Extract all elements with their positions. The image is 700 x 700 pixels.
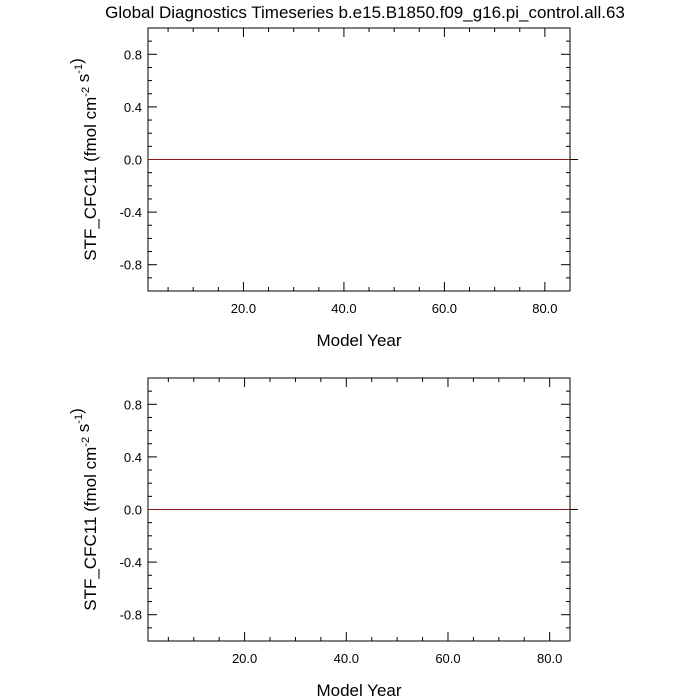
x-tick-label: 80.0	[532, 301, 557, 316]
x-axis-label: Model Year	[316, 331, 401, 350]
bottom-panel: 20.0 40.0 60.0 80.0 0.8 0.4 0.0 -0.4 -0.8 Model Y…	[67, 377, 578, 700]
top-panel: 20.0 40.0 60.0 80.0 0.8 0.4 0.0 -0.4 -0.8 Model Y…	[67, 27, 578, 350]
y-tick-label: -0.8	[120, 258, 142, 273]
y-axis-label-superscript: -1	[73, 64, 85, 74]
y-axis-label-part: s	[74, 424, 93, 437]
y-tick-label: 0.4	[124, 450, 142, 465]
y-tick-label: 0.8	[124, 397, 142, 412]
x-tick-label: 80.0	[537, 651, 562, 666]
y-axis-label-part: )	[67, 58, 86, 64]
x-axis-label: Model Year	[316, 681, 401, 700]
x-tick-label: 20.0	[231, 301, 256, 316]
y-axis-label: STF_CFC11 (fmol cm-2 s-1)	[67, 58, 100, 261]
x-tick-label: 40.0	[334, 651, 359, 666]
y-tick-label: -0.4	[120, 205, 142, 220]
y-axis-label-part: STF_CFC11 (fmol cm	[81, 97, 100, 261]
chart-title: Global Diagnostics Timeseries b.e15.B185…	[105, 3, 625, 22]
x-tick-label: 60.0	[435, 651, 460, 666]
y-axis-label: STF_CFC11 (fmol cm-2 s-1)	[67, 408, 100, 611]
y-axis-label-part: s	[74, 74, 93, 87]
y-tick-label: 0.0	[124, 153, 142, 168]
y-tick-label: 0.8	[124, 47, 142, 62]
x-tick-label: 60.0	[432, 301, 457, 316]
y-tick-label: -0.4	[120, 555, 142, 570]
y-axis-label-part: )	[67, 408, 86, 414]
x-tick-label: 40.0	[331, 301, 356, 316]
y-axis-label-superscript: -1	[73, 414, 85, 424]
y-tick-label: 0.4	[124, 100, 142, 115]
y-tick-label: -0.8	[120, 608, 142, 623]
y-axis-label-superscript: -2	[80, 87, 92, 97]
y-axis-label-part: STF_CFC11 (fmol cm	[81, 447, 100, 611]
x-tick-label: 20.0	[232, 651, 257, 666]
y-tick-label: 0.0	[124, 503, 142, 518]
y-axis-label-superscript: -2	[80, 437, 92, 447]
